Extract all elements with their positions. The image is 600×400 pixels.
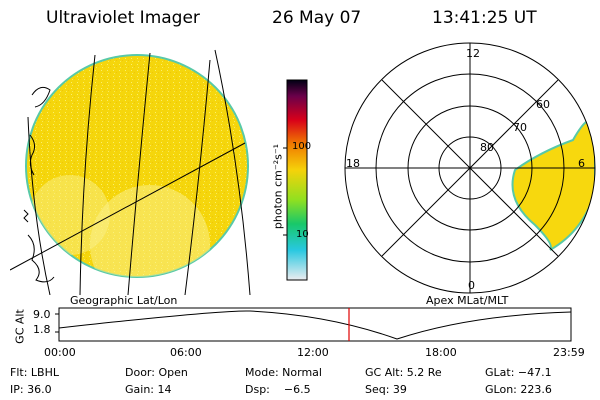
info-dsp: Dsp: −6.5 bbox=[245, 383, 311, 396]
polar-grid bbox=[344, 42, 596, 294]
mlat-label-70: 70 bbox=[513, 121, 527, 134]
mlt-label-0: 0 bbox=[468, 279, 475, 292]
lat-lon-grid bbox=[10, 49, 251, 295]
right-map-caption: Apex MLat/MLT bbox=[426, 294, 509, 307]
info-gc-alt: GC Alt: 5.2 Re bbox=[365, 366, 442, 379]
mlat-label-60: 60 bbox=[536, 98, 550, 111]
colorbar-tick-10: 10 bbox=[296, 229, 309, 240]
auroral-region bbox=[511, 119, 595, 251]
coastline bbox=[23, 86, 55, 283]
timeline-x-tick: 06:00 bbox=[170, 346, 202, 359]
timeline-y-tick-bottom: 1.8 bbox=[33, 323, 51, 336]
timeline-x-tick: 00:00 bbox=[44, 346, 76, 359]
info-glon: GLon: 223.6 bbox=[485, 383, 552, 396]
info-ip: IP: 36.0 bbox=[10, 383, 52, 396]
timeline-x-tick: 18:00 bbox=[425, 346, 457, 359]
polar-plot bbox=[344, 42, 596, 294]
timeline-y-tick-top: 9.0 bbox=[33, 308, 51, 321]
info-mode: Mode: Normal bbox=[245, 366, 322, 379]
info-gain: Gain: 14 bbox=[125, 383, 172, 396]
info-glat: GLat: −47.1 bbox=[485, 366, 552, 379]
timeline-frame bbox=[58, 307, 572, 342]
info-filter: Flt: LBHL bbox=[10, 366, 59, 379]
timeline-x-tick: 23:59 bbox=[553, 346, 585, 359]
mlat-label-80: 80 bbox=[480, 141, 494, 154]
left-map-caption: Geographic Lat/Lon bbox=[70, 294, 178, 307]
altitude-curve bbox=[58, 310, 572, 340]
timeline-y-label: GC Alt bbox=[13, 309, 27, 344]
mlt-label-18: 18 bbox=[346, 157, 360, 170]
timeline-x-tick: 12:00 bbox=[297, 346, 329, 359]
colorbar-unit-label: photon cm⁻²s⁻¹ bbox=[271, 143, 285, 230]
date-label: 26 May 07 bbox=[272, 8, 362, 28]
mlt-label-12: 12 bbox=[466, 47, 480, 60]
colorbar-gradient bbox=[286, 79, 308, 281]
colorbar bbox=[283, 79, 308, 281]
time-label: 13:41:25 UT bbox=[432, 8, 537, 28]
info-seq: Seq: 39 bbox=[365, 383, 407, 396]
info-door: Door: Open bbox=[125, 366, 188, 379]
app-title: Ultraviolet Imager bbox=[46, 8, 200, 28]
orbit-timeline bbox=[55, 307, 572, 342]
geographic-image bbox=[10, 49, 251, 295]
colorbar-tick-100: 100 bbox=[292, 141, 312, 152]
mlt-label-6: 6 bbox=[578, 157, 585, 170]
